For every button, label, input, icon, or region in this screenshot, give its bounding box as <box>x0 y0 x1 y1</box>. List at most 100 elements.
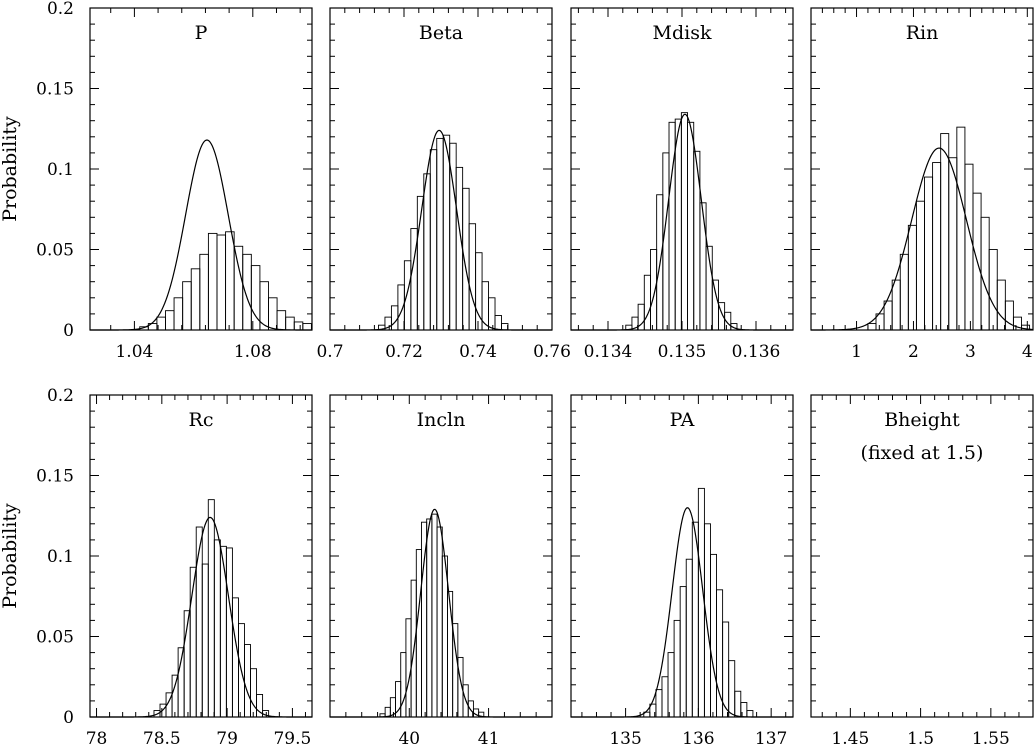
x-tick-label: 0.72 <box>385 342 423 362</box>
histogram-bar <box>207 232 218 331</box>
histogram-bar <box>501 323 509 331</box>
histogram-bar <box>390 305 399 331</box>
histogram-bar <box>924 176 934 331</box>
histogram-bar <box>494 315 502 331</box>
x-tick-label: 1.08 <box>234 342 272 362</box>
x-tick-label: 1.04 <box>115 342 153 362</box>
histogram-bar <box>165 310 175 331</box>
x-tick-label: 136 <box>682 729 714 744</box>
x-tick-label: 1 <box>851 342 862 362</box>
histogram-bar <box>964 163 974 331</box>
x-tick-label: 2 <box>908 342 919 362</box>
histogram-bar <box>441 555 448 718</box>
histogram-bar <box>250 668 258 718</box>
histogram-bar <box>268 297 278 331</box>
y-tick-label: 0 <box>63 708 74 728</box>
y-tick-label: 0.05 <box>36 628 74 648</box>
histogram-bar <box>199 253 209 331</box>
histogram-bar <box>293 321 304 331</box>
histogram-bar <box>643 274 651 331</box>
x-tick-label: 0.134 <box>584 342 633 362</box>
x-tick-label: 1.55 <box>972 729 1010 744</box>
x-tick-label: 3 <box>965 342 976 362</box>
histogram-bar <box>400 652 407 718</box>
histogram-bar <box>285 316 295 331</box>
x-tick-label: 78.5 <box>143 729 181 744</box>
y-tick-label: 0 <box>63 321 74 341</box>
histogram-bar <box>667 652 675 718</box>
gaussian-fit-line <box>330 129 552 331</box>
histogram-bar <box>242 253 252 331</box>
gaussian-fit-line <box>90 139 312 331</box>
histogram-bar <box>867 323 877 331</box>
y-axis-label: Probability <box>0 116 21 222</box>
histogram-bar <box>455 166 464 331</box>
histogram-bar <box>940 133 950 331</box>
histogram-bar <box>661 676 669 718</box>
histogram-bar <box>650 249 658 331</box>
y-tick-label: 0.2 <box>47 386 74 406</box>
gaussian-fit-line <box>571 507 793 718</box>
panel-title: P <box>195 22 208 44</box>
panel-frame <box>570 7 794 331</box>
histogram-bar <box>216 234 227 331</box>
panel-title: Rc <box>189 409 214 431</box>
x-tick-label: 78 <box>86 729 108 744</box>
histogram-bar <box>213 539 221 718</box>
histogram-bar <box>429 149 438 331</box>
histogram-bar <box>190 268 201 331</box>
histogram-bar <box>674 118 682 331</box>
x-tick-label: 0.7 <box>316 342 343 362</box>
panel-mdisk: 0.134 0.135 0.136 Mdisk <box>570 7 794 362</box>
histogram-bar <box>697 487 705 718</box>
histogram-bar <box>710 553 717 718</box>
histogram-bar <box>171 674 179 718</box>
histogram-bar <box>423 173 431 331</box>
y-axis-label: Probability <box>0 503 21 609</box>
gaussian-fit-line <box>571 113 793 331</box>
x-tick-label: 79 <box>216 729 238 744</box>
histogram-bar <box>302 323 312 331</box>
histogram-bar <box>724 311 732 331</box>
panel-title: PA <box>670 409 695 431</box>
histogram-bar <box>231 597 239 718</box>
histogram-bar <box>891 279 901 331</box>
histogram-bar <box>716 589 724 718</box>
y-tick-label: 0.1 <box>47 160 74 180</box>
x-tick-label: 40 <box>398 729 420 744</box>
histogram-bar <box>680 112 688 331</box>
panel-title: Beta <box>419 22 463 44</box>
histogram-bar <box>746 710 754 718</box>
x-tick-label: 135 <box>609 729 641 744</box>
histogram-bar <box>703 523 711 718</box>
gaussian-fit-line <box>330 508 552 718</box>
histogram-bar <box>225 547 233 718</box>
histogram-bar <box>988 249 998 331</box>
histogram-bar <box>478 711 485 718</box>
histogram-bar <box>899 253 909 331</box>
panel-frame <box>329 7 553 331</box>
y-tick-label: 0.15 <box>36 80 74 100</box>
y-tick-label: 0.15 <box>36 467 74 487</box>
histogram-bar <box>405 618 412 718</box>
x-tick-label: 0.74 <box>459 342 497 362</box>
panel-beta: 0.7 0.72 0.74 0.76 Beta <box>316 7 571 362</box>
histogram-bar <box>679 586 687 718</box>
panel-frame <box>89 7 313 331</box>
panel-p: 0 0.05 0.1 0.15 0.2 1.04 1.08 P <box>36 0 313 362</box>
histogram-bar <box>415 549 422 718</box>
histogram-bar <box>426 518 433 718</box>
panel-frame <box>329 394 553 718</box>
histogram-bar <box>403 260 412 331</box>
x-tick-label: 1.45 <box>831 729 869 744</box>
histogram-bar <box>685 558 693 718</box>
x-tick-label: 79.5 <box>273 729 311 744</box>
histogram-bar <box>1012 316 1022 331</box>
x-tick-label: 0.136 <box>732 342 781 362</box>
histogram-bar <box>907 224 917 331</box>
histogram-bar <box>447 590 454 718</box>
x-tick-label: 1.5 <box>907 729 934 744</box>
panel-subtitle: (fixed at 1.5) <box>861 442 984 464</box>
histogram-bar <box>699 202 707 331</box>
